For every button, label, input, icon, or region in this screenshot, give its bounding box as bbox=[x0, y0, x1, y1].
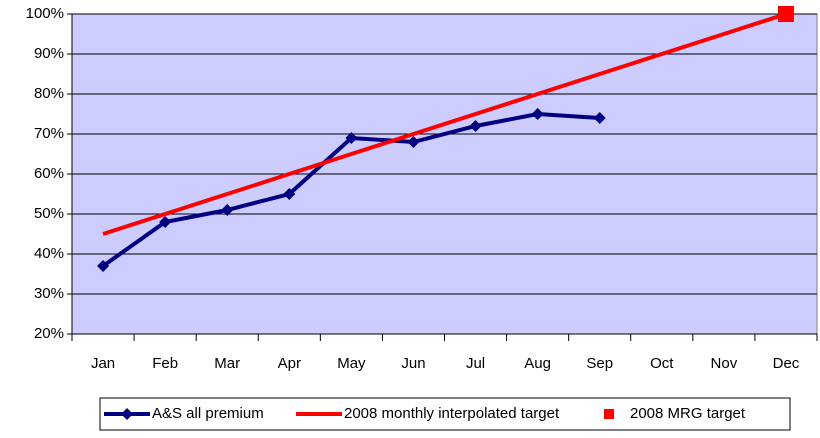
x-tick-label: Jun bbox=[401, 355, 425, 372]
marker bbox=[221, 204, 234, 216]
legend-box bbox=[99, 397, 791, 431]
marker bbox=[777, 6, 794, 22]
y-tick-label: 20% bbox=[34, 325, 64, 342]
marker bbox=[159, 216, 172, 228]
marker bbox=[407, 136, 420, 148]
marker bbox=[121, 408, 133, 420]
x-tick-label: Feb bbox=[152, 355, 178, 372]
x-tick-label: Sep bbox=[586, 355, 613, 372]
x-tick-label: May bbox=[337, 355, 366, 372]
legend-label: A&S all premium bbox=[152, 405, 264, 422]
x-tick-label: Apr bbox=[278, 355, 301, 372]
legend-marker bbox=[604, 409, 614, 419]
y-tick-label: 80% bbox=[34, 85, 64, 102]
marker bbox=[283, 188, 296, 200]
x-tick-label: Dec bbox=[773, 355, 800, 372]
x-tick-label: Nov bbox=[711, 355, 738, 372]
y-tick-label: 70% bbox=[34, 125, 64, 142]
marker bbox=[593, 112, 606, 124]
y-tick-label: 100% bbox=[26, 5, 64, 22]
y-tick-label: 60% bbox=[34, 165, 64, 182]
y-tick-label: 40% bbox=[34, 245, 64, 262]
x-tick-label: Mar bbox=[214, 355, 240, 372]
x-tick-label: Jul bbox=[466, 355, 485, 372]
marker bbox=[469, 120, 482, 132]
marker bbox=[97, 260, 110, 272]
marker bbox=[531, 108, 544, 120]
y-tick-label: 30% bbox=[34, 285, 64, 302]
legend-label: 2008 MRG target bbox=[630, 405, 746, 422]
y-tick-label: 50% bbox=[34, 205, 64, 222]
marker bbox=[345, 132, 358, 144]
y-tick-label: 90% bbox=[34, 45, 64, 62]
legend-label: 2008 monthly interpolated target bbox=[344, 405, 560, 422]
x-tick-label: Oct bbox=[650, 355, 674, 372]
x-tick-label: Jan bbox=[91, 355, 115, 372]
x-tick-label: Aug bbox=[524, 355, 551, 372]
series-line bbox=[102, 12, 787, 236]
